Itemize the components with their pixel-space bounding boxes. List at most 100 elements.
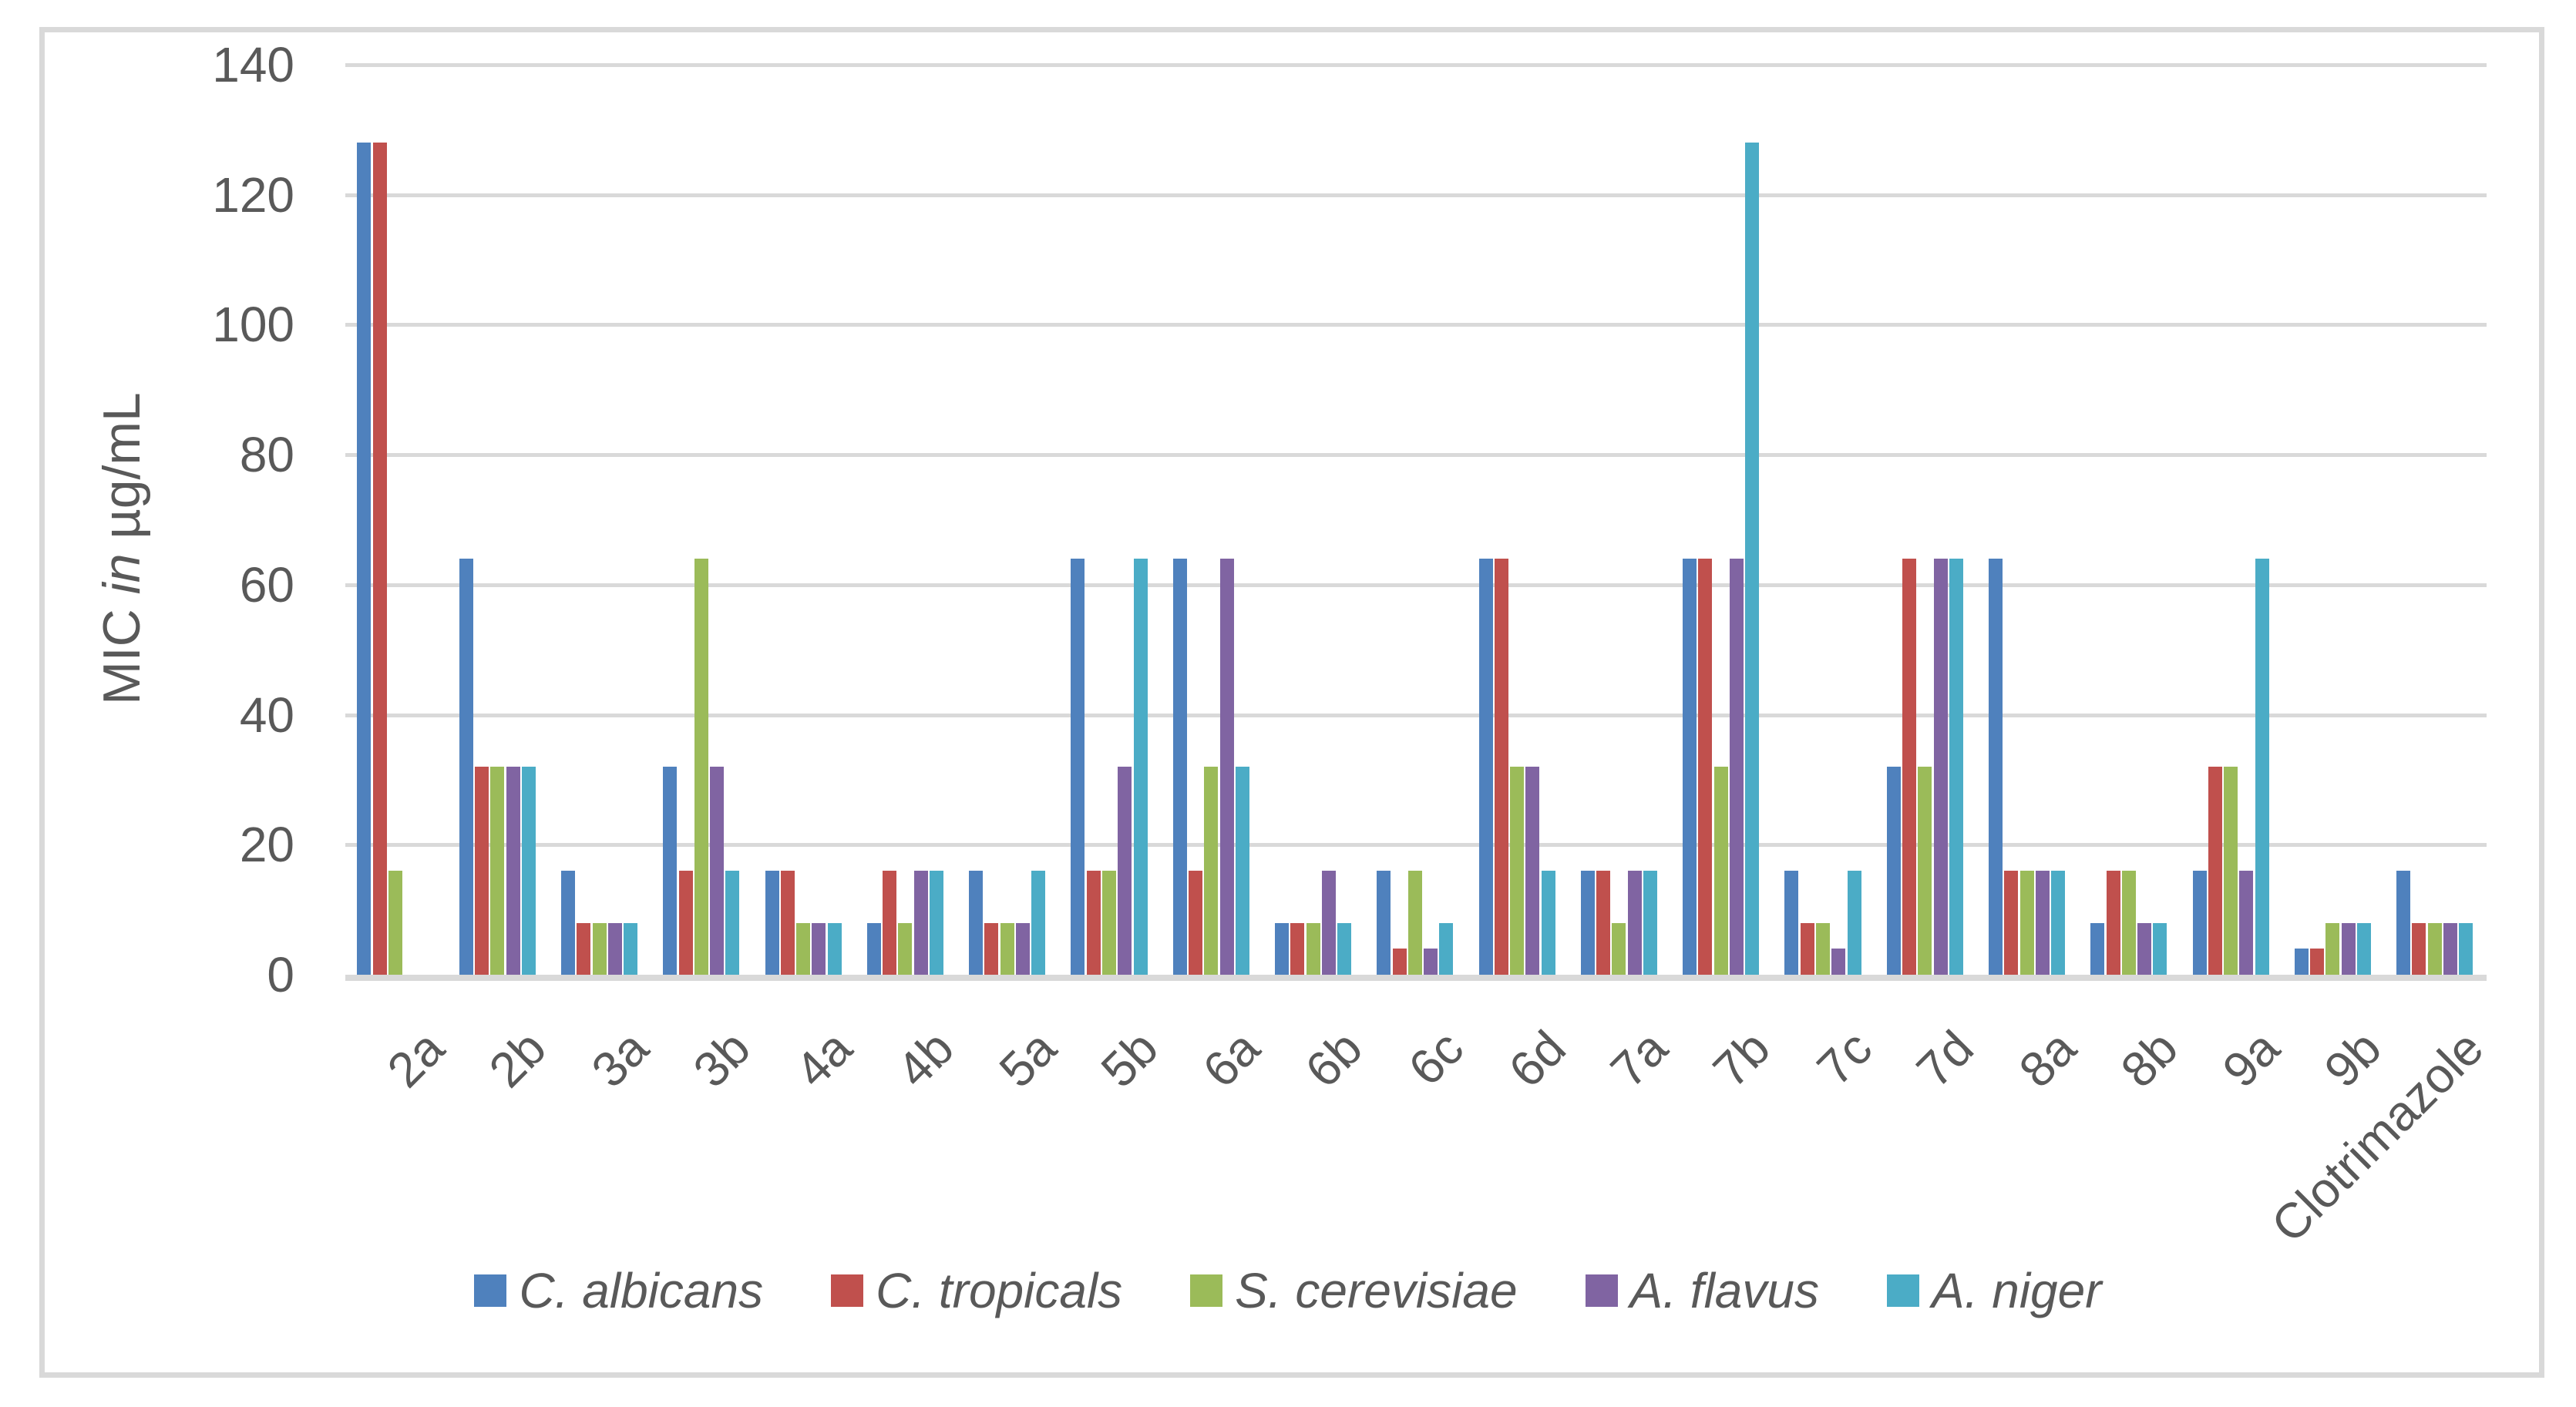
bar-group-2b [447,542,549,975]
legend-label: C. albicans [519,1263,764,1318]
bar-9b-c-tropicals [2310,949,2325,975]
bar-8b-a-niger [2153,922,2167,975]
bar-group-7c [1773,542,1875,975]
bar-6b-c-albicans [1274,922,1289,975]
bar-7d-c-tropicals [1902,559,1916,975]
bar-5b-a-flavus [1118,767,1132,975]
bar-6c-s-cerevisiae [1407,871,1422,975]
bar-7d-a-flavus [1933,559,1948,975]
bar-Clotrimazole-a-flavus [2443,922,2457,975]
bar-9b-a-niger [2357,922,2371,975]
bar-8a-s-cerevisiae [2019,871,2034,975]
bar-9b-c-albicans [2294,949,2309,975]
legend-marker-icon [1190,1274,1223,1307]
bar-9a-a-flavus [2239,871,2254,975]
legend-item-c-albicans: C. albicans [474,1262,763,1319]
bar-group-3b [651,542,753,975]
bar-6a-a-niger [1235,767,1249,975]
bar-group-8b [2079,542,2181,975]
bar-Clotrimazole-s-cerevisiae [2427,922,2442,975]
bar-7d-c-albicans [1886,767,1901,975]
bar-group-5a [957,542,1059,975]
bar-3a-a-flavus [607,922,622,975]
bar-3b-s-cerevisiae [694,559,708,975]
bar-4a-c-albicans [765,871,779,975]
bar-Clotrimazole-c-tropicals [2412,922,2426,975]
bar-5a-s-cerevisiae [1000,922,1014,975]
bar-2b-a-flavus [506,767,520,975]
legend-marker-icon [831,1274,864,1307]
bar-4b-c-albicans [866,922,881,975]
bar-6d-a-flavus [1525,767,1540,975]
bar-group-9b [2282,542,2384,975]
bar-7c-c-tropicals [1800,922,1814,975]
bar-9b-a-flavus [2341,922,2356,975]
bar-4a-a-niger [827,922,842,975]
y-tick-label-80: 80 [239,427,294,483]
legend-item-c-tropicals: C. tropicals [831,1262,1122,1319]
legend-marker-icon [474,1274,507,1307]
bar-4a-c-tropicals [780,871,795,975]
bar-3b-c-tropicals [678,871,693,975]
bar-6b-s-cerevisiae [1306,922,1320,975]
bar-6b-a-flavus [1321,871,1336,975]
bar-7c-a-niger [1847,871,1861,975]
gridline-60 [345,583,2487,587]
bar-2a-c-albicans [357,143,372,975]
bar-2b-a-niger [521,767,536,975]
bar-7b-a-flavus [1729,559,1744,975]
bar-6a-c-tropicals [1188,871,1202,975]
bar-6a-s-cerevisiae [1204,767,1219,975]
bar-6d-c-albicans [1478,559,1493,975]
bar-5a-c-tropicals [984,922,999,975]
bar-7b-c-tropicals [1698,559,1713,975]
bar-group-2a [345,143,447,975]
bar-3a-s-cerevisiae [592,922,607,975]
bar-8a-c-tropicals [2004,871,2019,975]
bar-group-4a [753,542,855,975]
bar-4b-a-flavus [913,871,928,975]
y-tick-label-0: 0 [267,947,294,1002]
bar-7d-s-cerevisiae [1918,767,1932,975]
bar-9a-a-niger [2255,559,2269,975]
bar-group-5b [1059,542,1161,975]
bar-group-4b [855,542,957,975]
bar-2b-s-cerevisiae [490,767,505,975]
bar-7c-s-cerevisiae [1815,922,1830,975]
bar-group-Clotrimazole [2385,542,2487,975]
bar-Clotrimazole-a-niger [2459,922,2473,975]
bar-4a-s-cerevisiae [796,922,811,975]
bar-5a-a-flavus [1015,922,1030,975]
legend: C. albicans C. tropicals S. cerevisiae A. f… [0,1262,2576,1319]
bar-8a-a-flavus [2035,871,2050,975]
y-tick-label-140: 140 [212,37,294,92]
bar-4b-a-niger [930,871,943,975]
legend-label: A. flavus [1629,1263,1819,1318]
bar-3a-c-tropicals [577,922,591,975]
legend-label: A. niger [1931,1263,2102,1318]
bar-6d-c-tropicals [1494,559,1508,975]
bar-2b-c-tropicals [474,767,489,975]
bar-9a-s-cerevisiae [2224,767,2238,975]
gridline-40 [345,713,2487,717]
bar-group-6c [1365,542,1467,975]
bar-3b-a-niger [725,871,740,975]
bar-6b-c-tropicals [1290,922,1305,975]
bar-6a-c-albicans [1172,559,1187,975]
bar-7a-c-albicans [1580,871,1595,975]
gridline-100 [345,323,2487,327]
bar-3b-c-albicans [663,767,678,975]
bar-5b-a-niger [1133,559,1148,975]
bar-6c-a-niger [1439,922,1454,975]
bar-5b-c-tropicals [1086,871,1101,975]
gridline-120 [345,193,2487,197]
bar-5b-c-albicans [1071,559,1085,975]
y-tick-label-60: 60 [239,556,294,613]
bar-7a-a-flavus [1627,871,1642,975]
bar-6c-c-albicans [1377,871,1391,975]
bar-6c-c-tropicals [1392,949,1407,975]
bar-group-7a [1569,542,1670,975]
bar-8b-c-albicans [2090,922,2105,975]
